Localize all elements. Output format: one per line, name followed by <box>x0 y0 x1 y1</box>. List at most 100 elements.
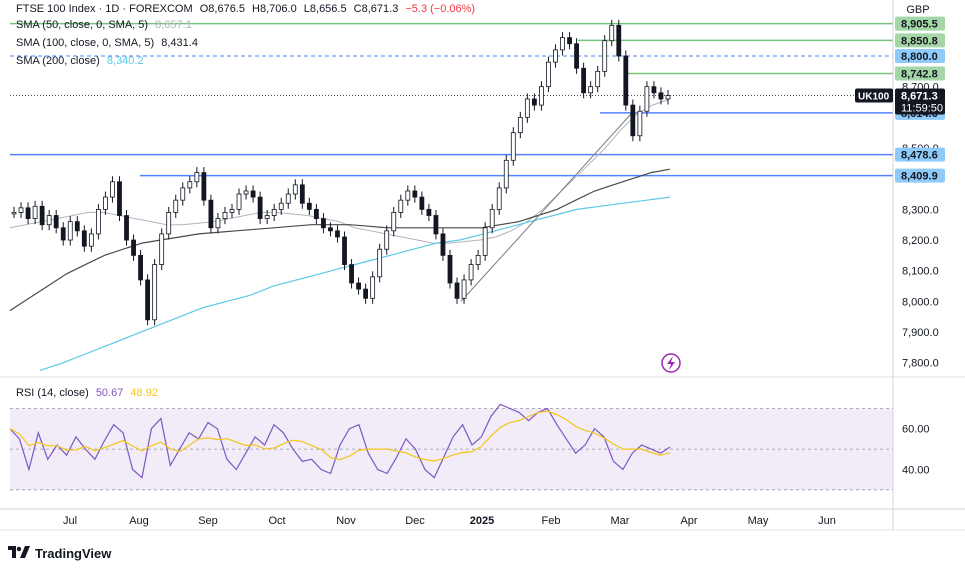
bar-countdown: 11:59:50 <box>901 102 943 114</box>
candle-body <box>489 208 495 229</box>
candle-body <box>391 212 397 232</box>
candle-body <box>313 208 319 219</box>
lightning-icon-bolt <box>667 356 675 370</box>
candle-body <box>553 49 558 63</box>
candle-body <box>60 227 66 241</box>
candle-body <box>25 207 31 219</box>
candle-body <box>567 37 572 45</box>
rsi-label: RSI (14, close) <box>16 387 89 399</box>
candle-body <box>88 233 94 247</box>
candle-body <box>482 227 488 256</box>
price-level-badge <box>895 16 945 31</box>
candle-body <box>574 43 579 69</box>
candle-body <box>187 181 193 189</box>
last-price-badge <box>895 88 945 115</box>
time-tick-label: Feb <box>542 515 561 527</box>
last-price-value: 8,671.3 <box>901 90 938 102</box>
candle-body <box>208 199 214 229</box>
candle-body <box>363 288 369 299</box>
candle-body <box>236 193 242 210</box>
candle-body <box>285 193 291 204</box>
candle-body <box>454 282 460 299</box>
open-value: 8,676.5 <box>208 3 245 15</box>
tradingview-logo[interactable]: TradingView <box>8 544 111 562</box>
sma100-legend[interactable]: SMA (100, close, 0, SMA, 5) 8,431.4 <box>16 37 198 49</box>
rsi-tick-label: 60.00 <box>902 424 930 436</box>
price-tick-label: 8,200.0 <box>902 235 939 247</box>
trend-line[interactable] <box>460 112 633 302</box>
candle-body <box>243 190 249 195</box>
candle-body <box>229 208 235 213</box>
candle-body <box>145 279 151 321</box>
candle-body <box>384 230 390 250</box>
sma200-legend[interactable]: SMA (200, close) 8,340.2 <box>16 55 144 67</box>
sma100-line <box>9 168 671 312</box>
candle-body <box>419 196 425 210</box>
symbol-title[interactable]: FTSE 100 Index · 1D · FOREXCOM <box>16 3 193 15</box>
candle-body <box>271 208 277 216</box>
candle-body <box>560 37 565 51</box>
time-tick-label: Jun <box>818 515 836 527</box>
price-level-badge <box>895 147 945 162</box>
time-tick-label: Oct <box>268 515 285 527</box>
currency-label[interactable]: GBP <box>906 4 930 16</box>
lightning-icon[interactable] <box>661 353 681 373</box>
candle-body <box>159 233 165 265</box>
candle-body <box>433 215 439 235</box>
low-label: L <box>303 3 310 15</box>
candle-body <box>53 215 59 229</box>
rsi-value: 50.67 <box>95 387 124 399</box>
high-value: 8,706.0 <box>260 3 297 15</box>
sma100-label: SMA (100, close, 0, SMA, 5) <box>16 37 155 49</box>
rsi-line <box>9 403 671 479</box>
candle-body <box>180 187 186 201</box>
candle-body <box>539 86 544 106</box>
ohlc-legend: FTSE 100 Index · 1D · FOREXCOM O8,676.5 … <box>16 3 475 15</box>
price-tick-label: 7,800.0 <box>902 358 939 370</box>
time-tick-label: Sep <box>198 515 218 527</box>
candle-body <box>264 215 270 219</box>
price-level-badge <box>895 33 945 48</box>
candle-body <box>468 264 474 281</box>
ticker-symbol-badge[interactable] <box>855 88 893 103</box>
price-level-value: 8,409.9 <box>901 171 938 183</box>
change-value: −5.3 (−0.06%) <box>405 3 476 15</box>
candle-body <box>658 92 664 100</box>
price-level-value: 8,905.5 <box>901 19 938 31</box>
price-tick-label: 8,100.0 <box>902 266 939 278</box>
candle-body <box>67 221 73 241</box>
rsi-legend[interactable]: RSI (14, close) 50.67 48.92 <box>16 387 158 399</box>
candle-body <box>398 199 404 213</box>
time-tick-label: Aug <box>129 515 149 527</box>
candle-body <box>616 24 622 57</box>
candle-body <box>278 202 284 210</box>
candle-body <box>110 181 115 198</box>
price-tick-label: 8,000.0 <box>902 296 939 308</box>
rsi-ma-line <box>9 410 671 462</box>
candle-body <box>39 205 45 226</box>
candle-body <box>447 254 453 284</box>
candle-body <box>595 70 601 88</box>
sma100-value: 8,431.4 <box>161 37 198 49</box>
sma50-value: 8,657.1 <box>155 19 192 31</box>
candle-body <box>503 159 509 189</box>
candle-body <box>496 187 502 210</box>
candle-body <box>201 172 207 201</box>
candle-body <box>335 230 340 238</box>
sma200-label: SMA (200, close) <box>16 55 100 67</box>
close-label: C <box>353 3 362 15</box>
candle-body <box>342 236 347 265</box>
sma200-value: 8,340.2 <box>106 55 144 67</box>
candle-body <box>321 218 326 229</box>
candle-body <box>103 196 108 210</box>
time-tick-label: Jul <box>63 515 77 527</box>
candle-body <box>440 233 446 256</box>
candle-body <box>588 86 594 94</box>
price-level-value: 8,850.8 <box>901 35 938 47</box>
sma50-legend[interactable]: SMA (50, close, 0, SMA, 5) 8,657.1 <box>16 19 192 31</box>
candle-body <box>510 132 516 161</box>
candle-body <box>250 190 256 198</box>
candle-body <box>32 205 38 219</box>
